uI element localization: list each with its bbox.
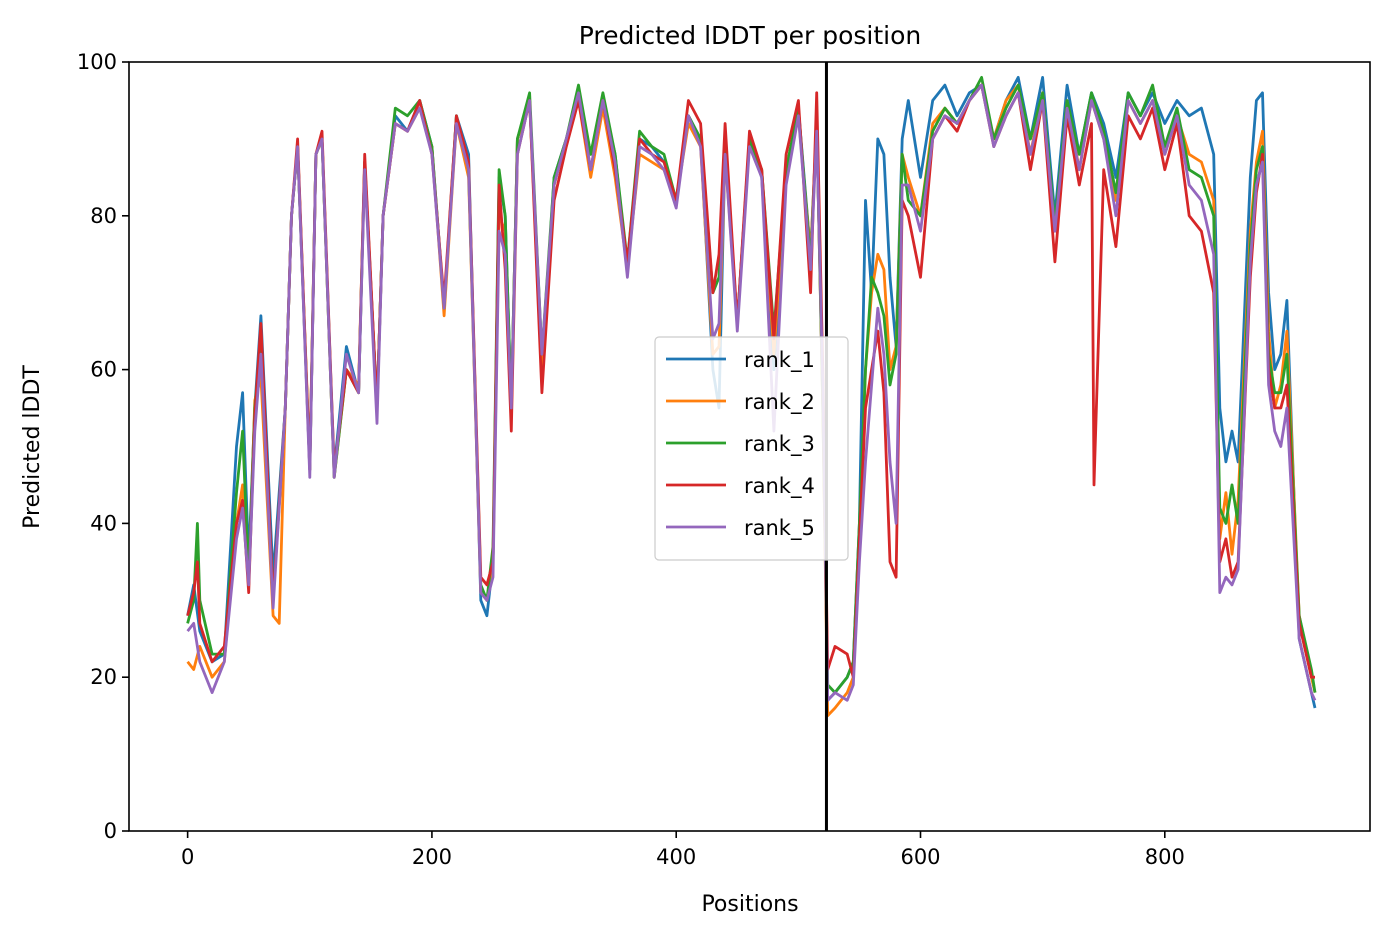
y-tick-label: 40 (90, 511, 117, 535)
series-layer (186, 76, 1317, 717)
x-tick-label: 0 (181, 845, 194, 869)
y-tick-label: 0 (104, 819, 117, 843)
y-axis-label: Predicted lDDT (20, 365, 45, 529)
x-axis-label: Positions (701, 892, 798, 917)
legend: rank_1 rank_2 rank_3 rank_4 rank_5 (654, 336, 849, 561)
legend-label-rank_5: rank_5 (744, 516, 815, 541)
y-tick-label: 60 (90, 358, 117, 382)
y-tick-label: 100 (77, 50, 117, 74)
x-tick-label: 400 (656, 845, 696, 869)
legend-label-rank_3: rank_3 (744, 432, 815, 457)
series-line-rank_4 (186, 83, 1315, 679)
chart-title: Predicted lDDT per position (579, 21, 921, 50)
y-axis: 0 20 40 60 80 100 (77, 50, 129, 843)
axes-frame (128, 61, 1371, 832)
legend-label-rank_4: rank_4 (744, 474, 815, 499)
x-tick-label: 800 (1145, 845, 1185, 869)
legend-box (654, 336, 849, 561)
y-tick-label: 80 (90, 204, 117, 228)
y-tick-label: 20 (90, 665, 117, 689)
x-tick-label: 600 (900, 845, 940, 869)
legend-label-rank_2: rank_2 (744, 390, 815, 415)
legend-label-rank_1: rank_1 (744, 348, 815, 373)
x-tick-label: 200 (412, 845, 452, 869)
series-line-rank_5 (186, 83, 1317, 702)
x-axis: 0 200 400 600 800 (181, 831, 1185, 869)
